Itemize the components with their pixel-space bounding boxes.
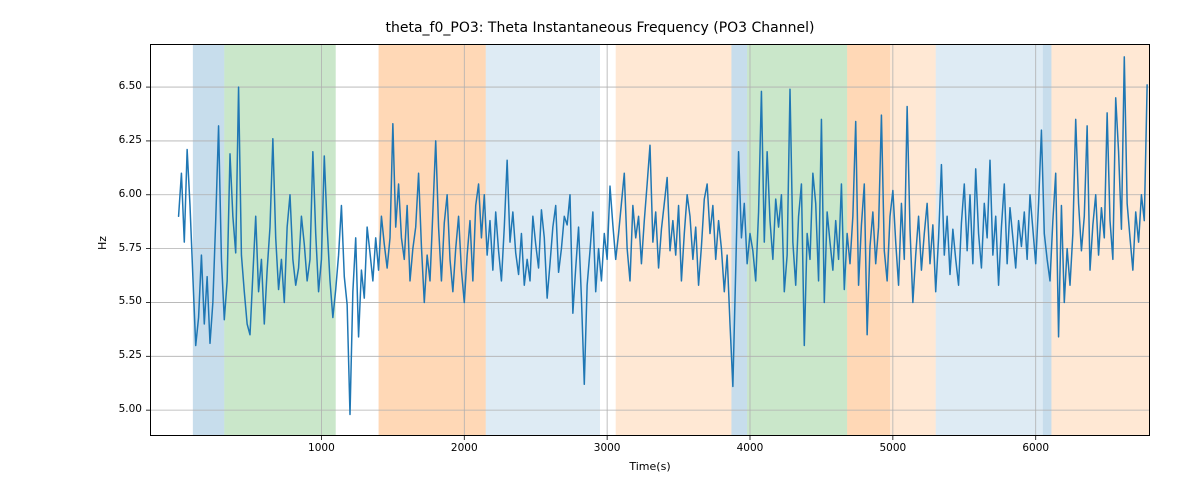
y-tick-label: 5.25	[92, 349, 142, 361]
x-tick-label: 3000	[577, 442, 637, 454]
x-tick-label: 4000	[720, 442, 780, 454]
x-tick-label: 1000	[291, 442, 351, 454]
plot-area	[150, 44, 1150, 436]
y-tick-label: 6.50	[92, 80, 142, 92]
y-tick-label: 5.00	[92, 403, 142, 415]
x-tick-label: 6000	[1006, 442, 1066, 454]
x-axis-label: Time(s)	[150, 460, 1150, 473]
y-tick-label: 5.50	[92, 295, 142, 307]
y-tick-label: 6.00	[92, 188, 142, 200]
chart-title: theta_f0_PO3: Theta Instantaneous Freque…	[0, 20, 1200, 36]
y-tick-label: 6.25	[92, 134, 142, 146]
y-tick-label: 5.75	[92, 242, 142, 254]
plot-svg	[150, 44, 1150, 436]
figure: theta_f0_PO3: Theta Instantaneous Freque…	[0, 0, 1200, 500]
x-tick-label: 2000	[434, 442, 494, 454]
x-tick-label: 5000	[863, 442, 923, 454]
